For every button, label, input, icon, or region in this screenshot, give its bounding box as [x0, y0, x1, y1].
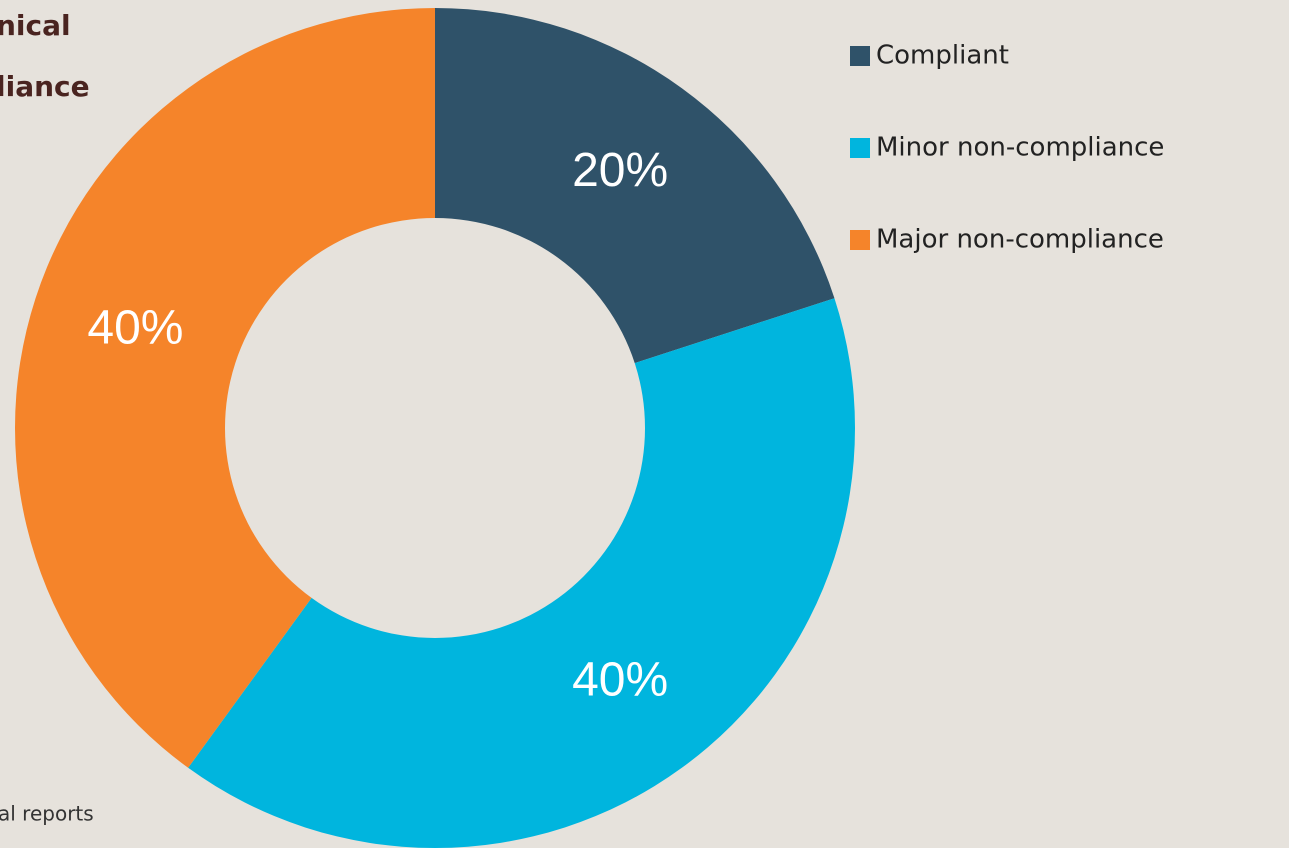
slice: [188, 298, 856, 848]
value-label: 40%: [87, 301, 183, 354]
chart-title: nical: [0, 9, 71, 42]
slice: [435, 8, 835, 364]
value-label: 40%: [572, 654, 668, 707]
donut: [15, 8, 856, 848]
legend-swatch: [850, 46, 870, 66]
slice: [15, 8, 435, 768]
value-label: 20%: [572, 144, 668, 197]
legend-label: Minor non-compliance: [876, 133, 1164, 163]
legend-swatch: [850, 230, 870, 250]
chart-title: liance: [0, 70, 90, 103]
legend-swatch: [850, 138, 870, 158]
legend-label: Major non-compliance: [876, 225, 1164, 255]
source: al reports: [0, 802, 94, 826]
legend-label: Compliant: [876, 41, 1009, 71]
